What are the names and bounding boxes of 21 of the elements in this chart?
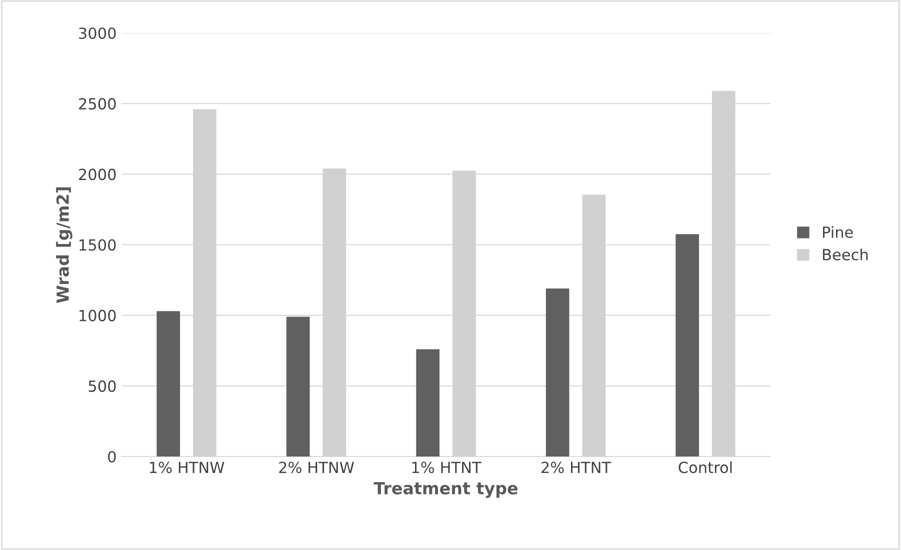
x-tick-label: 2% HTNT (542, 462, 612, 474)
y-tick-label: 3000 (79, 27, 116, 40)
x-tick-label: 1% HTNT (412, 462, 482, 474)
y-tick-label: 500 (88, 380, 116, 392)
y-tick-label: 0 (108, 450, 116, 463)
x-tick-label: 1% HTNW (150, 462, 224, 474)
y-tick-label: 2000 (79, 168, 116, 180)
y-tick-label: 2500 (79, 98, 116, 110)
x-tick-label: Control (678, 461, 732, 474)
bar (416, 349, 440, 456)
legend-label: Beech (823, 248, 868, 260)
y-axis-title: Wrad [g/m2] (56, 187, 72, 304)
y-tick-label: 1500 (80, 239, 116, 251)
bar (156, 311, 180, 456)
bar (676, 234, 699, 456)
bar (546, 288, 570, 456)
x-axis-title: Treatment type (374, 482, 518, 498)
legend-label: Pine (823, 226, 853, 238)
bar (286, 316, 310, 456)
x-tick-label: 2% HTNW (279, 462, 354, 474)
y-tick-label: 1000 (80, 310, 116, 322)
